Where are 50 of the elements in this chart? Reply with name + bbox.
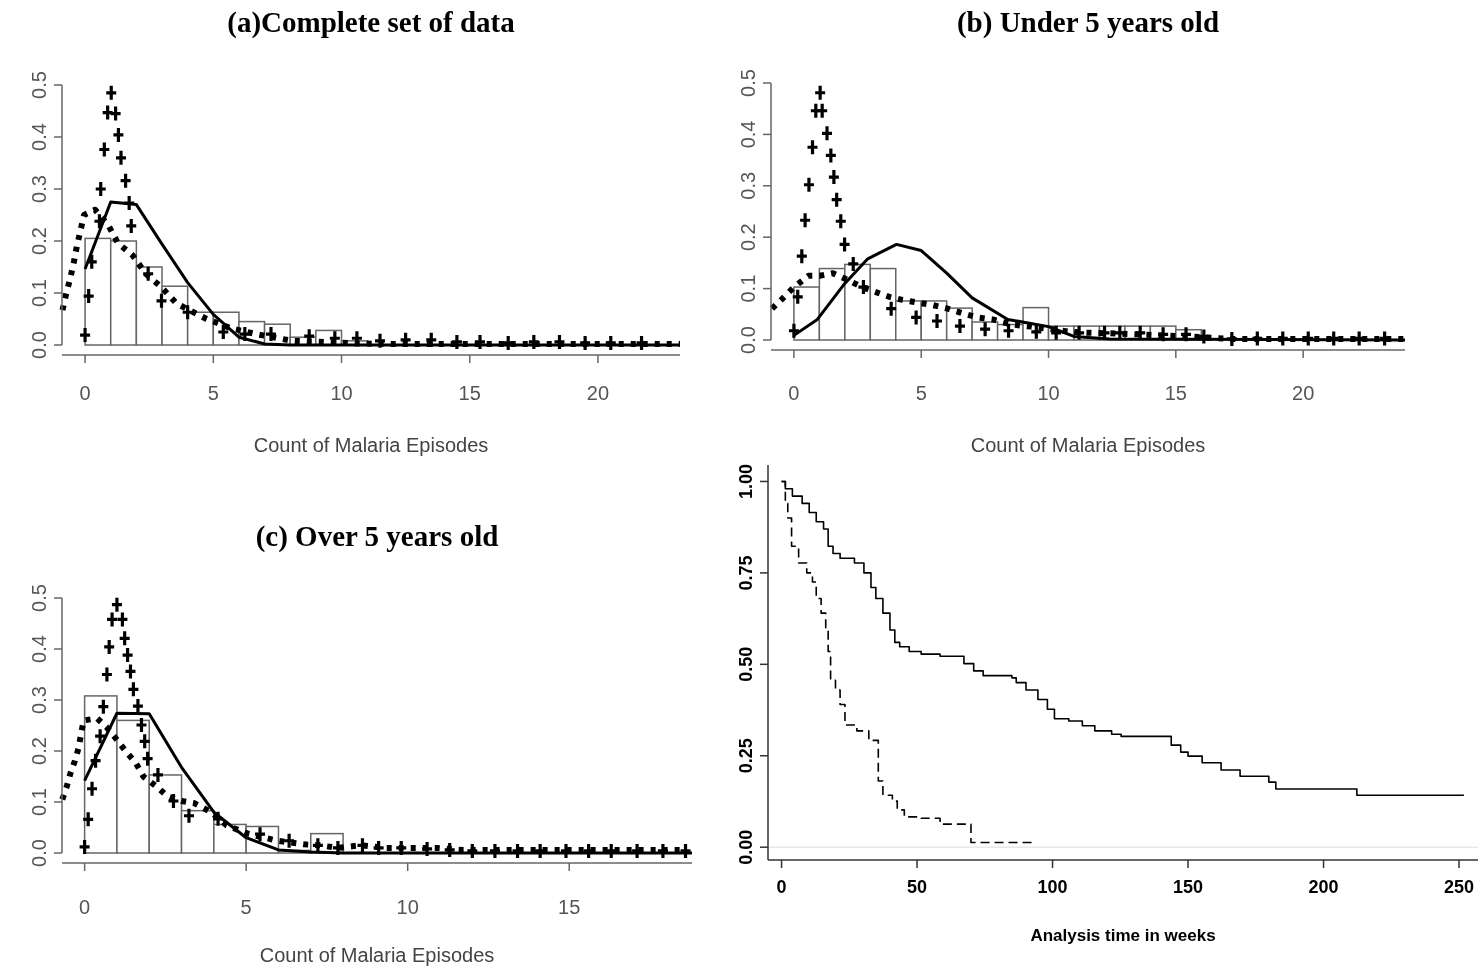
y-tick-label: 0.5 (737, 69, 759, 97)
y-tick-label: 0.1 (28, 279, 50, 307)
y-tick-label: 0.2 (28, 227, 50, 255)
x-tick-label: 15 (1164, 382, 1187, 404)
y-tick-label: 0.1 (737, 274, 759, 303)
x-tick-label: 100 (1037, 877, 1068, 897)
y-tick-label: 0.75 (736, 555, 756, 591)
x-tick-label: 250 (1444, 877, 1475, 897)
y-tick-label: 0.4 (737, 120, 759, 149)
x-tick-label: 15 (458, 382, 481, 404)
y-tick-label: 0.2 (737, 223, 759, 252)
y-tick-label: 0.4 (28, 123, 50, 151)
x-tick-label: 20 (586, 382, 610, 404)
y-tick-label: 1.00 (736, 463, 756, 499)
x-axis-title: Count of Malaria Episodes (970, 434, 1206, 456)
x-tick-label: 10 (1037, 382, 1060, 404)
x-tick-label: 50 (907, 877, 928, 897)
x-tick-label: 5 (240, 896, 252, 918)
x-axis-title: Analysis time in weeks (1030, 926, 1216, 945)
x-tick-label: 0 (788, 382, 800, 404)
y-tick-label: 0.00 (736, 829, 756, 865)
x-tick-label: 0 (79, 896, 91, 918)
y-tick-label: 0.3 (737, 171, 759, 200)
x-tick-label: 5 (915, 382, 927, 404)
y-tick-label: 0.0 (737, 326, 759, 354)
x-tick-label: 10 (330, 382, 353, 404)
y-tick-label: 0.3 (28, 175, 50, 203)
x-axis-title: Count of Malaria Episodes (259, 944, 495, 966)
y-tick-label: 0.1 (28, 788, 50, 816)
y-tick-label: 0.5 (28, 71, 50, 99)
x-tick-label: 15 (558, 896, 581, 918)
x-tick-label: 5 (207, 382, 219, 404)
chart-title: (c) Over 5 years old (255, 520, 499, 553)
y-tick-label: 0.3 (28, 686, 50, 714)
chart-title: (b) Under 5 years old (956, 6, 1220, 39)
x-tick-label: 150 (1173, 877, 1204, 897)
x-tick-label: 200 (1308, 877, 1339, 897)
x-tick-label: 0 (776, 877, 787, 897)
x-tick-label: 0 (79, 382, 91, 404)
y-tick-label: 0.50 (736, 646, 756, 682)
x-tick-label: 20 (1292, 382, 1315, 404)
y-tick-label: 0.5 (28, 584, 50, 612)
y-tick-label: 0.4 (28, 635, 50, 663)
x-axis-title: Count of Malaria Episodes (253, 434, 489, 456)
chart-title: (a)Complete set of data (227, 6, 516, 39)
y-tick-label: 0.2 (28, 737, 50, 765)
y-tick-label: 0.25 (736, 738, 756, 774)
x-tick-label: 10 (396, 896, 419, 918)
y-tick-label: 0.0 (28, 839, 50, 867)
y-tick-label: 0.0 (28, 331, 50, 359)
